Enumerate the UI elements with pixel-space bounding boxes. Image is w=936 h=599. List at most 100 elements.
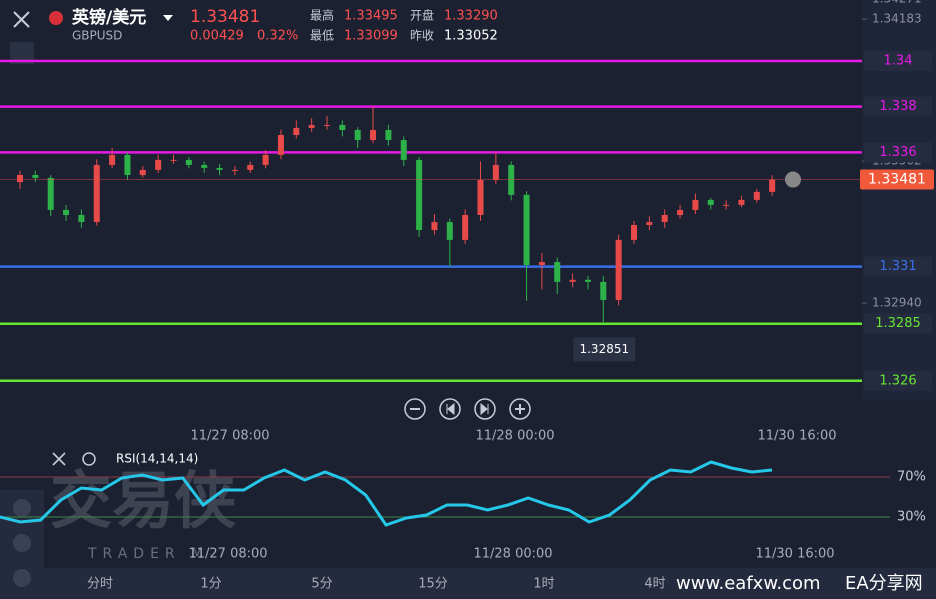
rsi-settings[interactable] [82,452,96,466]
period-tab[interactable]: 5分 [311,577,332,592]
site: www.eafxw.com [676,573,821,594]
close-icon[interactable] [13,11,30,28]
candle-body [446,222,453,240]
flag [49,11,63,25]
candle-body [339,124,346,130]
level-label: 1.336 [879,145,916,160]
candle-body [631,225,637,240]
candle-body [584,279,591,282]
candle-body [370,129,377,141]
candle-body [201,164,208,168]
level-label: 1.34 [884,53,913,68]
rsi-title: RSI(14,14,14) [116,452,198,466]
candle-body [47,177,54,210]
x-tick-label: 11/28 00:00 [473,547,552,562]
zoom-out-button[interactable] [404,398,426,420]
candle-body [385,129,392,141]
candle-body [707,199,714,205]
candle-body [400,140,407,160]
candle-body [462,214,469,240]
period-tab[interactable]: 1时 [533,577,554,592]
candle-body [63,209,70,215]
level-tag [864,142,932,163]
level-tag [864,256,932,277]
site-name: EA分享网 [845,573,923,594]
candle-body [185,159,192,165]
candle-body [93,164,100,223]
candle-body [354,129,361,141]
candle-body [523,194,530,265]
period-tab[interactable]: 15分 [418,577,448,592]
candle-body [78,214,85,223]
y-tick-label: 1.32940 [872,296,922,310]
prev-button[interactable] [439,398,461,420]
candle-body [569,279,576,282]
candle-body [677,209,684,215]
next-button[interactable] [474,398,496,420]
symbol: GBPUSD [72,29,122,43]
period-bar [0,568,936,599]
period-tab[interactable]: 分时 [87,577,113,592]
level-label: 1.3285 [875,316,921,331]
candle-body [661,214,668,223]
candle-body [124,154,131,175]
rsi-tick-label: 70% [897,470,926,485]
value: 1.33099 [344,29,398,44]
level-label: 1.326 [879,373,916,388]
candle-body [109,154,116,165]
candle-body [216,167,223,170]
candle-body [416,159,423,231]
candle-body [615,239,622,300]
rsi-line [0,460,773,527]
x-tick-label: 11/27 08:00 [188,547,267,562]
level-tag [864,96,932,117]
period-tab[interactable]: 1分 [200,577,221,592]
candle-body [692,199,699,210]
candle-body [477,180,484,215]
price-tag-label: 1.33481 [868,172,926,188]
x-tick-label: 11/27 08:00 [190,429,269,444]
dropdown[interactable] [163,15,173,21]
level-tag [864,50,932,71]
candle-body [17,174,23,183]
info-icon[interactable] [785,171,801,188]
tool-icon[interactable] [13,499,31,517]
candle-body [723,204,730,206]
candle-body [753,191,760,200]
x-tick-label: 11/30 16:00 [757,429,836,444]
label: 最低 [310,29,334,43]
candle-body [646,222,653,226]
change-pct: 0.32% [257,29,298,44]
pair-name[interactable]: 英镑/美元 [72,7,146,28]
low-annotation: 1.32851 [579,342,629,356]
collapse-icon[interactable] [10,42,34,64]
label: 昨收 [410,29,434,43]
level-tag [864,313,932,334]
candle-body [508,164,515,195]
candle-body [247,164,254,170]
level-label: 1.331 [879,259,916,274]
candle-body [538,262,545,265]
value: 1.33290 [444,9,498,24]
candle-body [293,127,300,136]
watermark: TRADER M [87,546,209,562]
level-label: 1.338 [879,99,916,114]
period-tab[interactable]: 4时 [644,577,665,592]
candle-body [139,169,146,175]
price: 1.33481 [190,7,260,27]
value: 1.33052 [444,29,498,44]
x-tick-label: 11/28 00:00 [475,429,554,444]
tool-icon[interactable] [13,534,31,552]
tool-icon[interactable] [13,569,31,587]
candle-body [231,169,238,171]
candle-body [431,222,438,231]
zoom-in-button[interactable] [509,398,531,420]
change: 0.00429 [190,29,244,44]
rsi-close[interactable] [52,452,66,466]
label: 开盘 [410,8,434,23]
y-tick-label: 1.34183 [872,12,922,26]
candle-body [554,262,561,282]
candle-body [262,154,269,165]
